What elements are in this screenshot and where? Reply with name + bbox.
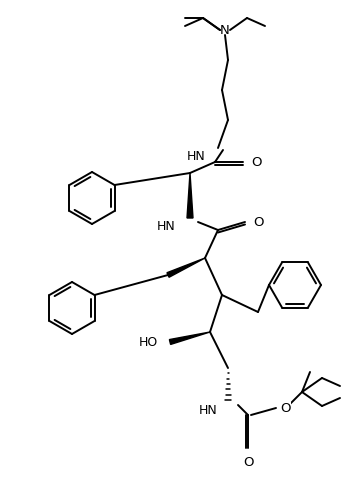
Text: O: O bbox=[251, 156, 262, 168]
Text: O: O bbox=[280, 402, 291, 414]
Polygon shape bbox=[167, 258, 205, 277]
Text: HN: HN bbox=[199, 404, 218, 416]
Text: HN: HN bbox=[187, 149, 206, 163]
Polygon shape bbox=[169, 332, 210, 344]
Text: HO: HO bbox=[139, 335, 158, 349]
Text: O: O bbox=[253, 216, 263, 228]
Polygon shape bbox=[187, 173, 193, 218]
Text: HN: HN bbox=[156, 219, 175, 233]
Text: N: N bbox=[220, 24, 230, 36]
Text: O: O bbox=[243, 456, 253, 469]
